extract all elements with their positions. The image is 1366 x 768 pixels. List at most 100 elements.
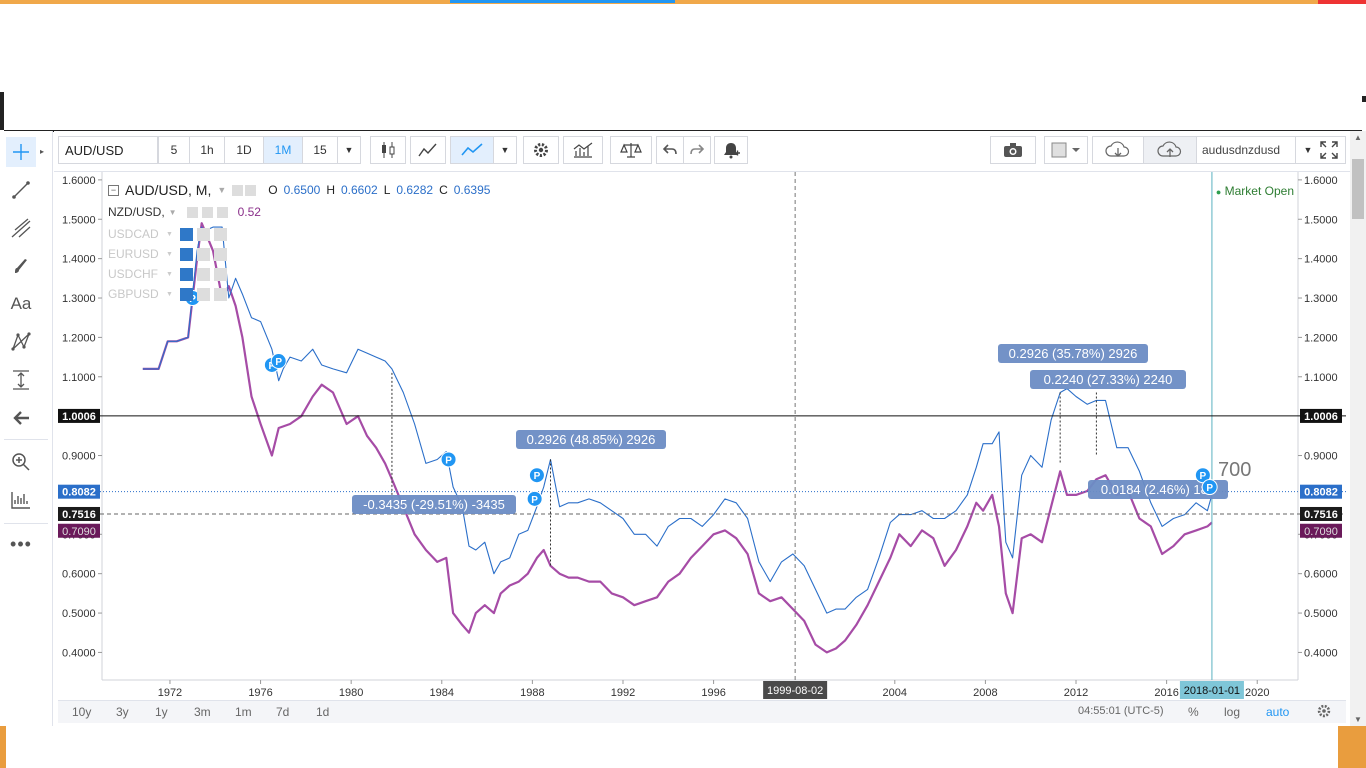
layout-name[interactable]: audusdnzdusd	[1196, 136, 1296, 164]
hidden-series-menu-icon[interactable]: ▼	[166, 270, 173, 278]
log-scale-button[interactable]: log	[1224, 705, 1241, 719]
settings-icon[interactable]	[197, 247, 210, 261]
p-marker-letter: P	[269, 361, 276, 372]
trend-line-icon[interactable]	[6, 175, 36, 205]
range-10y[interactable]: 10y	[72, 705, 92, 719]
range-3y[interactable]: 3y	[116, 705, 129, 719]
close-icon[interactable]	[214, 267, 227, 281]
scroll-thumb[interactable]	[1352, 159, 1364, 219]
page-scrollbar[interactable]: ▲ ▼	[1350, 131, 1366, 726]
range-7d[interactable]: 7d	[276, 705, 290, 719]
scroll-up-icon[interactable]: ▲	[1354, 133, 1362, 142]
x-axis: 1972 1976 1980 1984 1988 1992 1996 2004 2008 2012…	[158, 680, 1269, 699]
measure-icon[interactable]	[6, 365, 36, 395]
tool-expand-arrow-icon[interactable]: ▸	[40, 147, 45, 156]
style-dropdown-icon[interactable]: ▼	[493, 136, 517, 164]
close-icon[interactable]	[214, 287, 227, 301]
chart-area[interactable]: 1972 1976 1980 1984 1988 1992 1996 2004 2008 2012…	[58, 172, 1346, 700]
zoom-icon[interactable]	[6, 447, 36, 477]
undo-icon[interactable]	[656, 136, 684, 164]
y-tick-label: 0.6000	[1304, 569, 1338, 581]
measure-label-bg	[998, 344, 1148, 363]
fullscreen-icon[interactable]	[1312, 136, 1346, 164]
hidden-series-menu-icon[interactable]: ▼	[166, 230, 173, 238]
settings-icon[interactable]	[197, 227, 210, 241]
pattern-icon[interactable]	[6, 327, 36, 357]
x-tick-label: 2012	[1064, 687, 1088, 699]
brush-icon[interactable]	[6, 251, 36, 281]
camera-icon[interactable]	[990, 136, 1036, 164]
color-square-icon[interactable]	[1044, 136, 1088, 164]
y-tick-label: 1.1000	[1304, 372, 1338, 384]
hidden-series-item[interactable]: USDCAD ▼	[108, 224, 227, 244]
hidden-series-item[interactable]: USDCHF ▼	[108, 264, 227, 284]
p-marker-icon[interactable]: P	[440, 451, 457, 468]
alert-bell-icon[interactable]	[714, 136, 748, 164]
interval-5-button[interactable]: 5	[158, 136, 190, 164]
range-1y[interactable]: 1y	[155, 705, 168, 719]
scroll-down-icon[interactable]: ▼	[1354, 715, 1362, 724]
p-marker-letter: P	[531, 495, 538, 506]
close-icon[interactable]	[214, 247, 227, 261]
crosshair-icon[interactable]	[6, 137, 36, 167]
eye-icon[interactable]	[180, 287, 193, 301]
text-tool-icon[interactable]: Aa	[10, 294, 32, 313]
chart-grid	[101, 172, 1299, 681]
range-3m[interactable]: 3m	[194, 705, 211, 719]
symbol-search-input[interactable]: AUD/USD	[58, 136, 158, 164]
auto-scale-button[interactable]: auto	[1266, 705, 1290, 719]
nzd-menu-icon[interactable]: ▼	[168, 207, 177, 217]
settings-icon[interactable]	[197, 267, 210, 281]
interval-dropdown-icon[interactable]: ▼	[337, 136, 361, 164]
market-status-text: Market Open	[1224, 184, 1294, 198]
ohlc-high-label: H	[326, 183, 335, 197]
interval-1h-button[interactable]: 1h	[189, 136, 225, 164]
compare-line-icon[interactable]	[450, 136, 494, 164]
browser-top-strip	[0, 0, 1366, 4]
measure-label: 0.0184 (2.46%) 184	[1101, 482, 1215, 497]
more-dots-icon[interactable]: •••	[10, 533, 32, 554]
hidden-series-item[interactable]: GBPUSD ▼	[108, 284, 227, 304]
percent-scale-button[interactable]: %	[1188, 705, 1199, 719]
pitchfork-icon[interactable]	[6, 213, 36, 243]
eye-icon[interactable]	[180, 247, 193, 261]
eye-icon[interactable]	[180, 227, 193, 241]
cloud-upload-icon[interactable]	[1143, 136, 1197, 164]
p-marker-icon[interactable]: P	[270, 353, 287, 370]
settings-icon[interactable]	[245, 184, 257, 196]
area-style-icon[interactable]	[410, 136, 446, 164]
candles-style-icon[interactable]	[370, 136, 406, 164]
settings-icon[interactable]	[201, 206, 213, 218]
settings-icon[interactable]	[197, 287, 210, 301]
hidden-series-menu-icon[interactable]: ▼	[166, 250, 173, 258]
series-menu-icon[interactable]: ▼	[217, 185, 227, 195]
p-marker-icon[interactable]: P	[1194, 467, 1211, 484]
p-marker-icon[interactable]: P	[1201, 479, 1218, 496]
price-tag-purple-bg	[1300, 523, 1342, 538]
eye-icon[interactable]	[186, 206, 198, 218]
close-icon[interactable]	[216, 206, 228, 218]
interval-1d-button[interactable]: 1D	[224, 136, 264, 164]
redo-icon[interactable]	[683, 136, 711, 164]
gear-icon[interactable]	[523, 136, 559, 164]
interval-1m-button[interactable]: 1M	[263, 136, 303, 164]
cloud-download-icon[interactable]	[1092, 136, 1144, 164]
p-marker-icon[interactable]: P	[528, 467, 545, 484]
price-tag-purple: 0.7090	[62, 526, 96, 538]
close-icon[interactable]	[214, 227, 227, 241]
hidden-series-item[interactable]: EURUSD ▼	[108, 244, 227, 264]
range-1d[interactable]: 1d	[316, 705, 330, 719]
hidden-series-menu-icon[interactable]: ▼	[166, 290, 173, 298]
interval-15-button[interactable]: 15	[302, 136, 338, 164]
range-1m[interactable]: 1m	[235, 705, 252, 719]
eye-icon[interactable]	[232, 184, 244, 196]
indicators-icon[interactable]	[563, 136, 603, 164]
bars-pattern-icon[interactable]	[6, 485, 36, 515]
back-arrow-icon[interactable]	[6, 403, 36, 433]
p-marker-icon[interactable]: P	[526, 490, 543, 507]
chart-settings-gear-icon[interactable]	[1316, 703, 1332, 722]
x-tick-label: 1988	[520, 687, 544, 699]
compare-scale-icon[interactable]	[610, 136, 652, 164]
eye-icon[interactable]	[180, 267, 193, 281]
collapse-legend-icon[interactable]: −	[108, 184, 119, 196]
